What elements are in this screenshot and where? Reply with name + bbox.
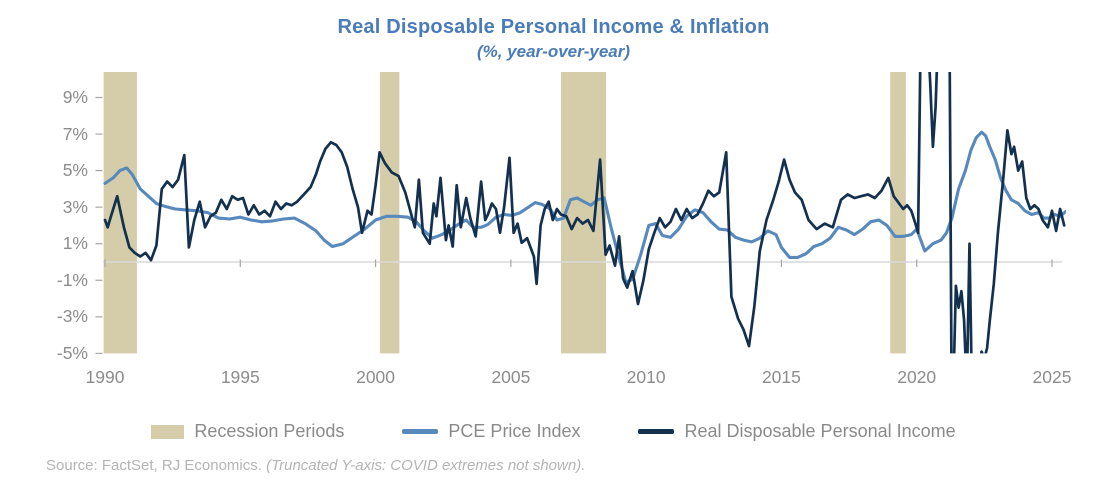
source-note: Source: FactSet, RJ Economics. (Truncate… (46, 457, 585, 474)
legend-label-real-disposable-personal-income: Real Disposable Personal Income (684, 421, 956, 441)
recession-band (890, 72, 906, 354)
x-axis-label: 1990 (85, 367, 125, 387)
pce-line-swatch-icon (402, 429, 439, 434)
legend-item-pce-price-index: PCE Price Index (402, 421, 580, 442)
y-axis-label: 5% (62, 160, 88, 181)
y-axis-label: -3% (56, 306, 88, 327)
recession-band (560, 72, 607, 354)
rdpi-line-swatch-icon (638, 429, 675, 434)
y-axis-label: -5% (56, 342, 88, 363)
x-axis-label: 2015 (761, 367, 801, 387)
x-axis-label: 1995 (220, 367, 260, 387)
y-axis-label: -1% (56, 269, 88, 290)
x-axis-label: 2010 (626, 367, 666, 387)
y-axis-label: 7% (62, 123, 88, 144)
legend-label-pce-price-index: PCE Price Index (448, 421, 581, 441)
y-axis-label: 1% (62, 233, 88, 254)
x-axis-label: 2020 (897, 367, 937, 387)
legend-label-recession-periods: Recession Periods (194, 421, 345, 441)
y-axis-label: 3% (62, 196, 88, 217)
y-axis-label: 9% (62, 86, 88, 107)
rdpi-line (103, 72, 1066, 354)
recession-band (379, 72, 400, 354)
source-truncation-note: (Truncated Y-axis: COVID extremes not sh… (266, 457, 586, 474)
legend: Recession Periods PCE Price Index Real D… (0, 421, 1107, 442)
legend-item-recession-periods: Recession Periods (151, 421, 344, 442)
x-axis-label: 2025 (1032, 367, 1072, 387)
x-axis-label: 2005 (491, 367, 531, 387)
chart-title: Real Disposable Personal Income & Inflat… (337, 16, 770, 38)
chart-subtitle: (%, year-over-year) (476, 42, 631, 61)
source-text: Source: FactSet, RJ Economics. (46, 457, 267, 474)
x-axis-label: 2000 (356, 367, 396, 387)
legend-item-real-disposable-personal-income: Real Disposable Personal Income (638, 421, 956, 442)
recession-swatch-icon (151, 424, 185, 439)
